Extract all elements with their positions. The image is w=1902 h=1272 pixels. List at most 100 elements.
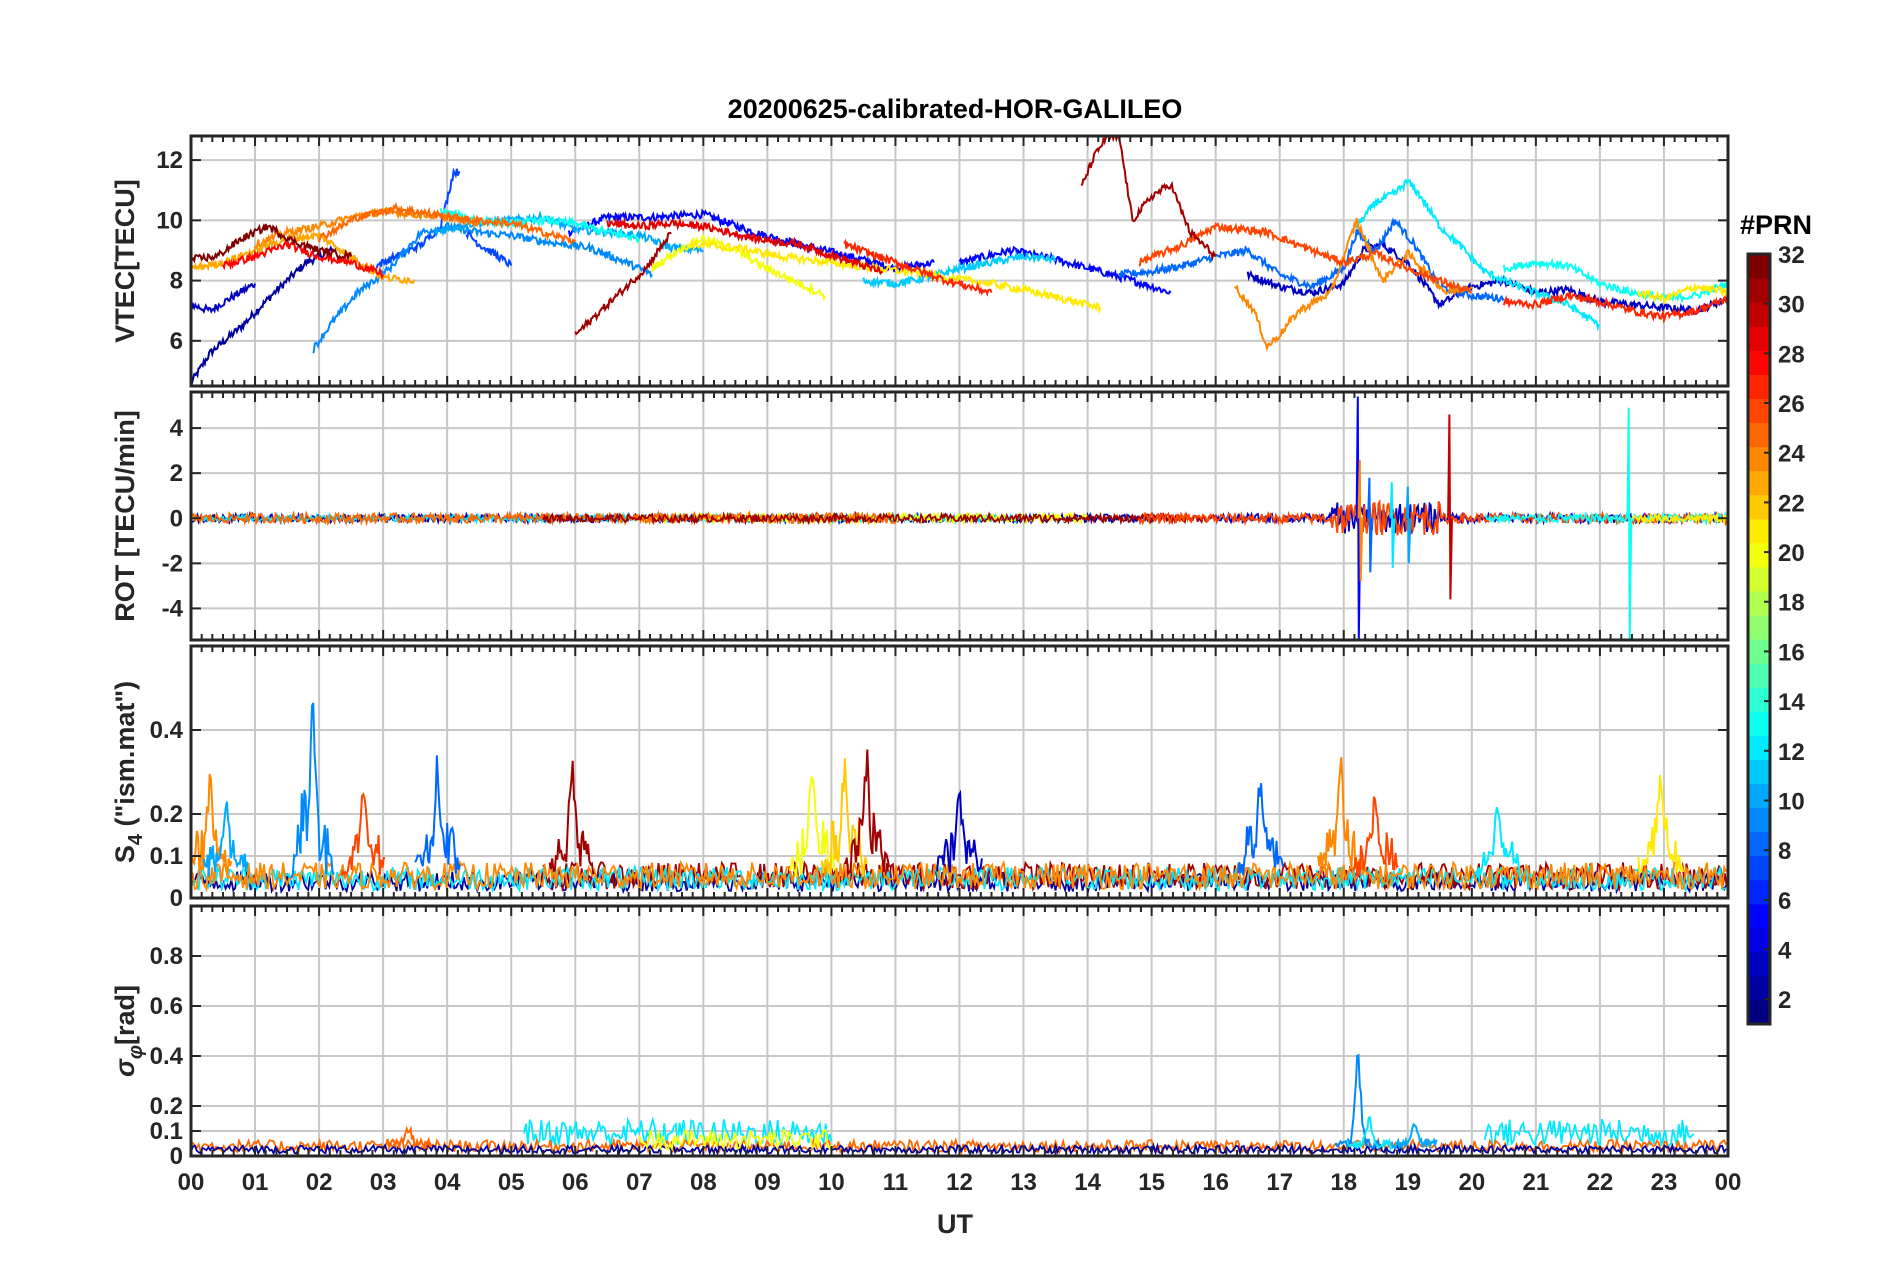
- colorbar-tick-label: 2: [1778, 987, 1791, 1014]
- colorbar-swatch: [1748, 494, 1770, 520]
- rot-spike-prn-24: [1357, 459, 1364, 582]
- baseline-prn-20: [638, 1128, 833, 1153]
- y-tick-label: 8: [170, 268, 183, 295]
- colorbar-swatch: [1748, 374, 1770, 399]
- y-tick-label: -4: [162, 595, 184, 622]
- series-line-prn-31: [574, 231, 672, 336]
- series-line-prn-26: [1138, 221, 1472, 296]
- y-tick-label: 4: [170, 415, 184, 442]
- colorbar-swatch: [1748, 663, 1770, 688]
- x-tick-label: 16: [1202, 1169, 1229, 1196]
- rot-trace-prn-31: [542, 511, 1217, 526]
- y-tick-label: -2: [162, 550, 183, 577]
- colorbar-swatch: [1748, 278, 1770, 303]
- colorbar-swatch: [1748, 590, 1770, 616]
- y-tick-label: 0: [170, 1143, 183, 1170]
- y-axis-label-main: σ: [110, 1058, 140, 1077]
- series-group: [191, 396, 1728, 640]
- spike-prn-24: [1317, 757, 1364, 869]
- x-minor-ticks: [190, 906, 1729, 1156]
- x-tick-label: 00: [1715, 1169, 1742, 1196]
- x-minor-ticks: [190, 646, 1729, 898]
- x-minor-ticks: [190, 392, 1729, 640]
- colorbar-tick-label: 6: [1778, 888, 1791, 915]
- chart-title: 20200625-calibrated-HOR-GALILEO: [728, 94, 1183, 124]
- spike-prn-31: [548, 760, 595, 875]
- colorbar-tick-label: 8: [1778, 838, 1791, 865]
- x-tick-label: 00: [178, 1169, 205, 1196]
- x-tick-label: 13: [1010, 1169, 1037, 1196]
- panel-rot: -4 -2 0 2 4 ROT [TECU/min]: [110, 390, 1730, 642]
- x-tick-label: 15: [1138, 1169, 1165, 1196]
- colorbar-swatch: [1748, 422, 1770, 448]
- x-axis-label: UT: [937, 1209, 973, 1239]
- colorbar-tick-label: 32: [1778, 242, 1805, 269]
- series-group: [191, 702, 1728, 895]
- x-tick-label: 01: [242, 1169, 269, 1196]
- colorbar-swatch: [1748, 446, 1770, 472]
- series-line-prn-27: [1502, 290, 1728, 325]
- rot-spike-prn-12: [1389, 482, 1396, 568]
- spike-prn-26: [1352, 796, 1399, 877]
- x-tick-label: 03: [370, 1169, 397, 1196]
- spike-prn-21: [1637, 774, 1685, 876]
- rot-spike-prn-13: [1626, 407, 1633, 640]
- colorbar-tick-label: 14: [1778, 689, 1805, 716]
- colorbar-swatch: [1748, 903, 1770, 929]
- y-axis-label-rest: ("ism.mat"): [110, 681, 140, 834]
- colorbar-tick-label: 30: [1778, 292, 1805, 319]
- y-tick-label: 0.8: [150, 943, 183, 970]
- series-line-prn-12: [1355, 178, 1601, 332]
- spike-prn-26: [340, 792, 385, 877]
- colorbar-swatch: [1748, 759, 1770, 784]
- colorbar-swatch: [1748, 831, 1770, 857]
- panel-s4: 00.10.20.4S4 ("ism.mat"): [110, 644, 1730, 912]
- colorbar-title: #PRN: [1740, 210, 1812, 240]
- series-line-prn-5: [958, 245, 1172, 295]
- colorbar-swatch: [1748, 711, 1770, 736]
- colorbar-tick-label: 22: [1778, 490, 1805, 517]
- panel-sigma-phi: 00.10.20.40.60.8σφ[rad]00 01 02 03 04 05 06 07 0…: [110, 904, 1742, 1196]
- series-line-prn-21: [689, 238, 1102, 315]
- series-line-prn-20: [651, 234, 826, 302]
- x-tick-label: 22: [1587, 1169, 1614, 1196]
- colorbar-swatch: [1748, 855, 1770, 881]
- series-line-prn-27: [843, 238, 993, 297]
- colorbar-swatch: [1748, 735, 1770, 760]
- colorbar-swatch: [1748, 566, 1770, 592]
- spike-prn-10: [1390, 1122, 1438, 1151]
- series-group: [191, 136, 1728, 385]
- x-tick-label: 12: [946, 1169, 973, 1196]
- colorbar-swatch: [1748, 326, 1770, 351]
- panel-vtec: 6 8 10 12 VTEC[TECU]: [110, 134, 1730, 388]
- x-tick-label: 20: [1458, 1169, 1485, 1196]
- colorbar-swatch: [1748, 783, 1770, 809]
- y-tick-label: 0.4: [150, 1043, 184, 1070]
- x-tick-label: 09: [754, 1169, 781, 1196]
- spike-prn-3: [936, 789, 983, 873]
- colorbar-tick-label: 16: [1778, 639, 1805, 666]
- y-axis-label-subscript: φ: [125, 1045, 147, 1059]
- colorbar-swatch: [1748, 687, 1770, 712]
- baseline-prn-12: [1483, 1118, 1695, 1150]
- colorbar-tick-label: 10: [1778, 788, 1805, 815]
- spike-prn-12: [1474, 807, 1521, 878]
- colorbar-swatch: [1748, 879, 1770, 905]
- colorbar-swatch: [1748, 614, 1770, 640]
- y-tick-label: 0.2: [150, 801, 183, 828]
- colorbar-swatch: [1748, 350, 1770, 375]
- colorbar-tick-label: 18: [1778, 590, 1805, 617]
- colorbar-swatch: [1748, 470, 1770, 496]
- series-line-prn-13: [439, 206, 641, 244]
- series-line-prn-7: [375, 167, 461, 269]
- colorbar-swatch: [1748, 542, 1770, 568]
- x-tick-label: 19: [1394, 1169, 1421, 1196]
- x-tick-label: 18: [1330, 1169, 1357, 1196]
- colorbar-tick-label: 26: [1778, 391, 1805, 418]
- colorbar-swatch: [1748, 927, 1770, 953]
- series-line-prn-2: [191, 245, 333, 385]
- series-line-prn-28: [222, 239, 385, 280]
